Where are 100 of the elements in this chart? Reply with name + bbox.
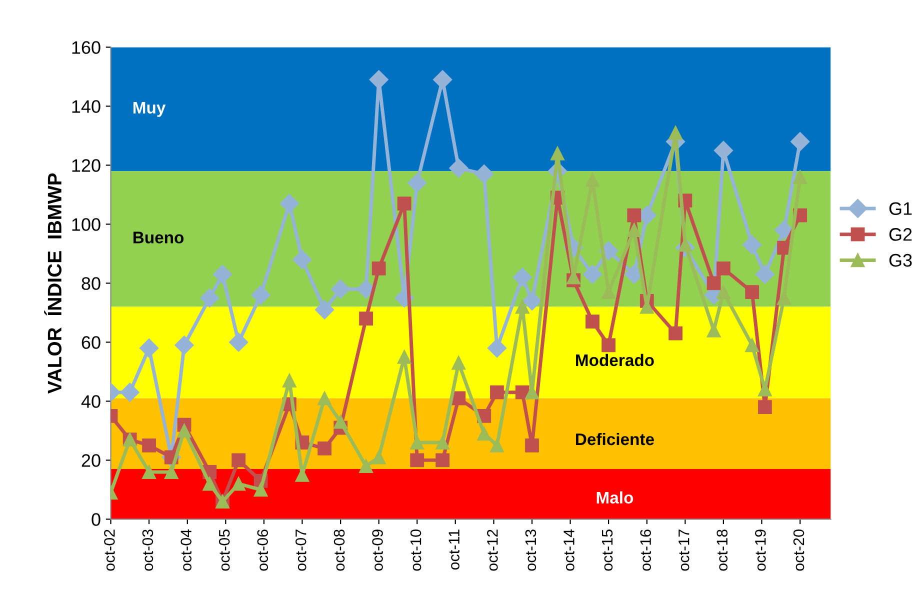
point <box>142 438 156 452</box>
point <box>436 436 450 450</box>
point <box>436 453 450 468</box>
point <box>212 264 232 284</box>
point <box>525 438 539 452</box>
point <box>522 291 542 310</box>
x-tick-label: oct-11 <box>448 530 460 570</box>
point <box>318 441 332 456</box>
point <box>487 338 507 358</box>
x-tick-label: oct-19 <box>754 530 766 571</box>
x-tick-label: oct-14 <box>564 529 574 571</box>
x-tick-label: oct-09 <box>372 530 383 571</box>
point <box>331 280 350 299</box>
point <box>232 453 246 468</box>
point <box>280 194 299 214</box>
point <box>202 476 217 491</box>
legend-label: G1 <box>889 202 912 215</box>
y-tick-label: 140 <box>72 100 100 113</box>
point <box>292 250 312 270</box>
point <box>755 264 774 284</box>
x-tick-label: oct-10 <box>410 530 422 571</box>
point <box>758 400 772 414</box>
band-label: Bueno <box>133 232 184 244</box>
x-tick-label: oct-20 <box>793 530 804 571</box>
point <box>408 173 427 192</box>
point <box>758 382 772 396</box>
band-label: Malo <box>596 491 634 504</box>
point <box>550 146 564 160</box>
point <box>372 262 386 276</box>
point <box>314 300 334 320</box>
point <box>714 140 733 160</box>
point <box>742 235 762 254</box>
point <box>490 438 504 452</box>
point <box>142 465 156 479</box>
point <box>251 285 270 305</box>
point <box>745 338 760 352</box>
point <box>397 196 412 210</box>
y-tick-label: 20 <box>82 454 100 467</box>
point <box>120 382 140 402</box>
x-tick-label: oct-15 <box>602 530 613 571</box>
point <box>512 268 532 287</box>
x-tick-label: oct-17 <box>678 530 690 571</box>
band-label: Deficiente <box>576 432 654 446</box>
point <box>164 465 178 479</box>
y-tick-label: 120 <box>72 159 100 172</box>
point <box>452 356 466 370</box>
point <box>359 312 373 326</box>
point <box>706 323 721 338</box>
point <box>474 164 494 184</box>
x-tick-label: oct-06 <box>257 530 268 571</box>
point <box>706 276 721 290</box>
y-tick-label: 160 <box>72 41 100 54</box>
y-tick-label: 60 <box>82 336 100 349</box>
y-tick-label: 100 <box>72 218 100 231</box>
point <box>790 132 810 152</box>
point <box>627 208 642 222</box>
point <box>777 291 791 305</box>
point <box>515 385 530 400</box>
x-tick-label: oct-12 <box>487 530 498 571</box>
point <box>716 262 730 276</box>
point <box>318 391 332 406</box>
x-tick-label: oct-07 <box>295 530 306 571</box>
point <box>745 285 760 299</box>
x-tick-label: oct-03 <box>142 530 154 571</box>
point <box>177 424 192 438</box>
point <box>668 326 682 340</box>
x-tick-label: oct-16 <box>640 530 652 571</box>
point <box>449 158 468 178</box>
point <box>174 336 194 355</box>
point <box>716 285 730 299</box>
point <box>372 450 386 464</box>
y-tick-label: 80 <box>82 277 100 290</box>
point <box>397 350 412 364</box>
x-tick-label: oct-18 <box>716 530 728 571</box>
y-tick-label: 0 <box>92 513 100 526</box>
point <box>602 338 616 352</box>
point <box>232 476 246 491</box>
y-axis-title: VALOR ÍNDICE IBMWP <box>44 173 62 394</box>
y-tick-label: 40 <box>81 395 100 408</box>
band-label: Muy <box>133 102 166 117</box>
point <box>139 338 159 358</box>
legend-label: G2 <box>889 228 912 241</box>
point <box>490 385 504 400</box>
point <box>282 374 296 388</box>
x-tick-label: oct-05 <box>218 530 230 571</box>
point <box>200 288 220 308</box>
x-tick-label: oct-04 <box>180 529 192 571</box>
point <box>586 314 600 328</box>
legend-label: G3 <box>889 254 912 267</box>
point <box>433 70 452 90</box>
point <box>410 436 424 450</box>
band-label: Moderado <box>576 354 654 366</box>
point <box>477 426 492 441</box>
point <box>254 482 268 497</box>
point <box>582 264 602 284</box>
x-tick-label: oct-02 <box>104 530 115 571</box>
point <box>793 170 808 184</box>
point <box>359 459 373 474</box>
point <box>334 414 348 429</box>
point <box>586 173 600 187</box>
